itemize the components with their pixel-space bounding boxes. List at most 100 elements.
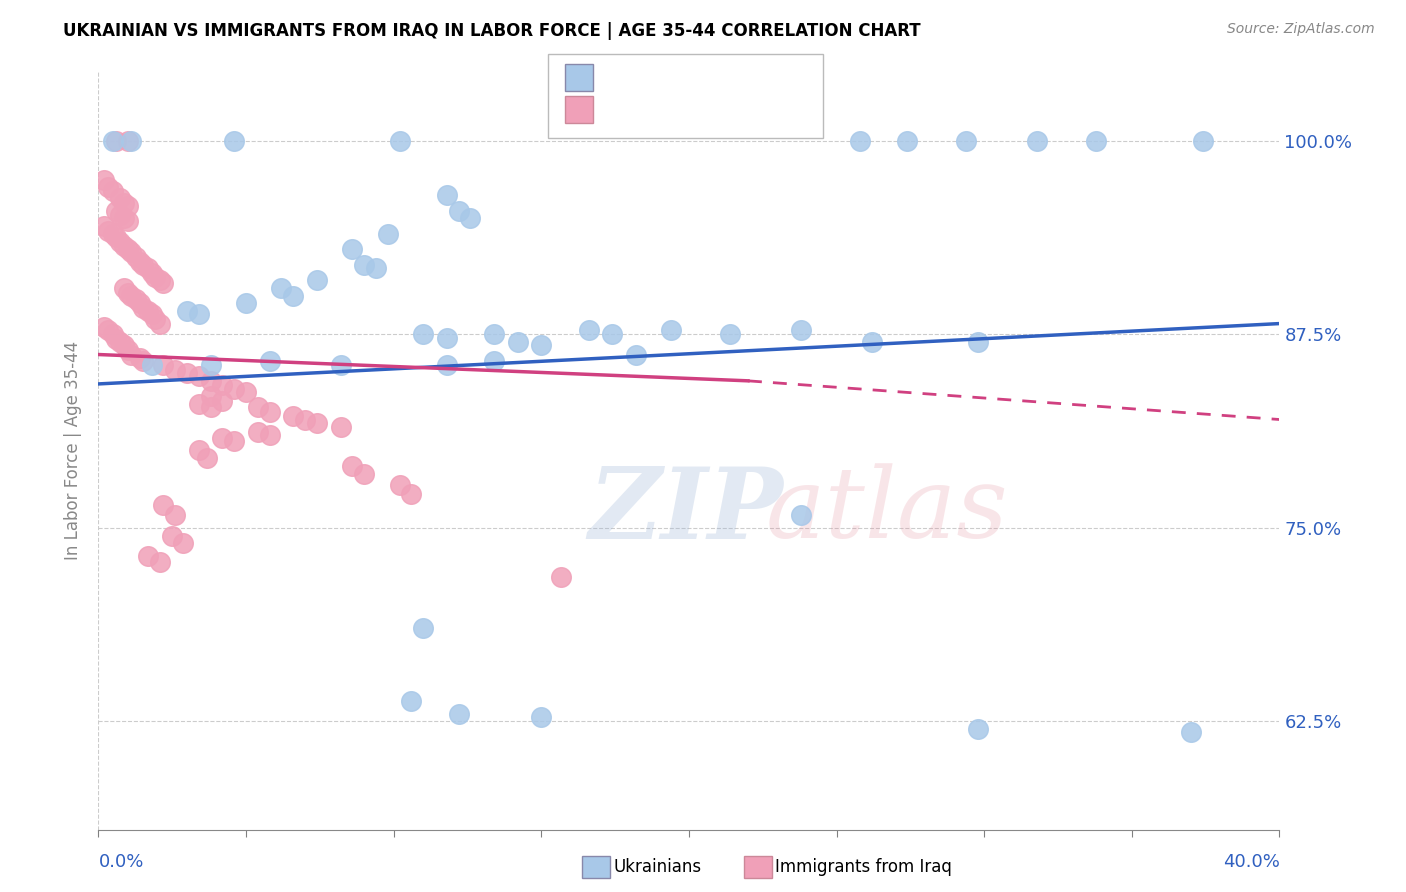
Point [97, 224, 120, 238]
Point [1191, 134, 1213, 148]
Point [235, 384, 257, 399]
Text: ZIP: ZIP [589, 463, 783, 559]
Point [105, 203, 128, 218]
Point [1180, 725, 1202, 739]
Point [141, 359, 163, 373]
Point [112, 195, 135, 210]
Point [101, 184, 124, 198]
Point [342, 458, 364, 473]
Point [353, 258, 375, 272]
Point [97, 323, 120, 337]
Point [283, 289, 305, 303]
Point [401, 694, 423, 708]
Point [112, 211, 135, 226]
Point [176, 366, 198, 380]
Point [165, 508, 187, 523]
Point [1026, 134, 1049, 148]
Point [447, 706, 470, 721]
Point [790, 323, 813, 337]
Point [121, 134, 143, 148]
Point [101, 227, 124, 241]
Point [125, 292, 148, 306]
Point [211, 431, 233, 445]
Point [329, 420, 352, 434]
Point [105, 230, 128, 244]
Point [305, 416, 328, 430]
Text: UKRAINIAN VS IMMIGRANTS FROM IRAQ IN LABOR FORCE | AGE 35-44 CORRELATION CHART: UKRAINIAN VS IMMIGRANTS FROM IRAQ IN LAB… [63, 22, 921, 40]
Point [112, 281, 135, 295]
Point [412, 621, 434, 635]
Point [860, 335, 883, 350]
Point [200, 374, 222, 388]
Point [125, 250, 148, 264]
Point [600, 327, 623, 342]
Point [108, 335, 131, 350]
Point [117, 242, 139, 256]
Point [200, 400, 222, 414]
Point [447, 203, 470, 218]
Point [967, 722, 990, 736]
Point [93, 219, 115, 233]
Point [108, 208, 131, 222]
Point [149, 273, 172, 287]
Point [117, 343, 139, 357]
Point [246, 400, 269, 414]
Point [149, 555, 172, 569]
Text: 40.0%: 40.0% [1223, 853, 1279, 871]
Point [211, 378, 233, 392]
Point [132, 353, 155, 368]
Point [132, 301, 155, 315]
Point [121, 347, 143, 361]
Point [187, 369, 209, 384]
Point [176, 304, 198, 318]
Point [790, 508, 813, 523]
Point [270, 281, 292, 295]
Point [412, 327, 434, 342]
Point [283, 409, 305, 424]
Point [117, 134, 139, 148]
Point [506, 335, 529, 350]
Point [388, 477, 411, 491]
Point [259, 353, 281, 368]
Text: R = -0.088   N = 83: R = -0.088 N = 83 [600, 101, 790, 119]
Point [436, 188, 458, 202]
Point [482, 353, 505, 368]
Point [152, 498, 174, 512]
Point [955, 134, 977, 148]
Point [364, 260, 387, 275]
Point [530, 338, 553, 352]
Point [117, 285, 139, 300]
Point [294, 412, 316, 426]
Point [101, 327, 124, 342]
Point [224, 434, 246, 449]
Point [259, 428, 281, 442]
Text: Immigrants from Iraq: Immigrants from Iraq [775, 858, 952, 876]
Point [896, 134, 918, 148]
Point [117, 214, 139, 228]
Point [105, 332, 128, 346]
Point [436, 330, 458, 344]
Point [259, 405, 281, 419]
Point [482, 327, 505, 342]
Text: Ukrainians: Ukrainians [613, 858, 702, 876]
Text: atlas: atlas [766, 464, 1008, 558]
Point [121, 289, 143, 303]
Point [460, 211, 482, 226]
Point [195, 451, 218, 466]
Point [246, 425, 269, 439]
Point [578, 323, 600, 337]
Point [388, 134, 411, 148]
Point [132, 258, 155, 272]
Point [93, 172, 115, 186]
Point [718, 327, 741, 342]
Point [93, 319, 115, 334]
Point [342, 242, 364, 256]
Point [149, 317, 172, 331]
Point [108, 191, 131, 205]
Point [849, 134, 872, 148]
Point [112, 338, 135, 352]
Text: 0.0%: 0.0% [98, 853, 143, 871]
Point [401, 487, 423, 501]
Point [152, 359, 174, 373]
Point [377, 227, 399, 241]
